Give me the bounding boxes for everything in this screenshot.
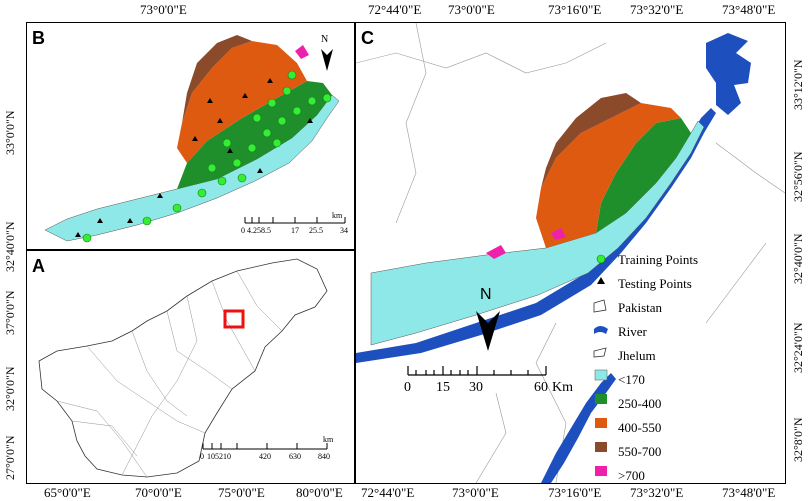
c-scale-tick-3: 60 [534, 380, 548, 395]
right-axis-c-1: 32°56'0"N [791, 151, 805, 202]
top-axis-c-3: 73°32'0"E [630, 2, 684, 17]
right-axis-c-3: 32°24'0"N [791, 322, 805, 373]
b-scale-tick-2: 8.5 [261, 226, 271, 235]
bottom-axis-a-3: 80°0'0"E [296, 485, 343, 500]
b-north-arrow [321, 49, 333, 71]
b-scale-tick-0: 0 [241, 226, 245, 235]
c-scale-tick-1: 15 [436, 380, 450, 395]
c-river-north [706, 33, 751, 115]
left-axis-a-1: 32°0'0"N [3, 366, 17, 411]
legend-pakistan: Pakistan [618, 300, 663, 315]
a-scale-unit: km [323, 435, 334, 444]
panel-a-label: A [32, 256, 45, 276]
c-north-arrow [476, 311, 500, 351]
c-peak-zone-2 [551, 228, 566, 240]
left-axis-a-2: 27°0'0"N [3, 435, 17, 480]
legend-class-400-550: 400-550 [618, 420, 662, 435]
panel-c-map [356, 23, 785, 483]
bottom-axis-c-0: 72°44'0"E [361, 485, 415, 500]
legend-jhelum: Jhelum [618, 348, 656, 363]
bottom-axis-a-1: 70°0'0"E [135, 485, 182, 500]
right-axis-c-4: 32°8'0"N [791, 417, 805, 462]
legend-class-250-400: 250-400 [618, 396, 662, 411]
a-scale-tick-3: 420 [259, 452, 271, 461]
a-scale-tick-0: 0 [200, 452, 204, 461]
legend-swatches [593, 254, 608, 476]
b-scale-bar [244, 217, 346, 224]
top-axis-c-2: 73°16'0"E [548, 2, 602, 17]
legend-training-points: Training Points [618, 252, 699, 267]
a-scale-tick-1: 105 [207, 452, 219, 461]
top-axis-c-1: 73°0'0"E [448, 2, 495, 17]
left-axis-b-0: 33°0'0"N [3, 110, 17, 155]
a-scale-tick-2: 210 [219, 452, 231, 461]
bottom-axis-c-3: 73°32'0"E [630, 485, 684, 500]
top-axis-b-0: 73°0'0"E [140, 2, 187, 17]
c-mid-zone [596, 118, 691, 233]
b-scale-tick-3: 17 [291, 226, 299, 235]
c-river-main [356, 108, 716, 363]
panel-a: A 0 105 210 420 630 840 km [26, 250, 355, 484]
b-ridge-zone [182, 35, 252, 123]
pakistan-outline [38, 258, 328, 478]
b-scale-tick-1: 4.25 [247, 226, 261, 235]
b-mid-zone [177, 81, 332, 189]
bottom-axis-a-2: 75°0'0"E [218, 485, 265, 500]
c-low-zone [370, 120, 705, 346]
c-ridge-zone [541, 93, 641, 188]
c-north-label: N [480, 286, 492, 303]
bottom-axis-c-1: 73°0'0"E [452, 485, 499, 500]
left-axis-a-0: 37°0'0"N [3, 290, 17, 335]
panel-b: B [26, 22, 355, 250]
district-lines [56, 270, 283, 478]
b-testing-points [75, 78, 313, 237]
legend-class-gt700: >700 [618, 468, 645, 483]
a-scale-tick-4: 630 [289, 452, 301, 461]
b-peak-zone [295, 45, 309, 59]
legend-class-550-700: 550-700 [618, 444, 662, 459]
bottom-axis-c-4: 73°48'0"E [722, 485, 776, 500]
c-scale-unit: Km [552, 380, 573, 395]
right-axis-c-0: 33°12'0"N [791, 59, 805, 110]
panel-c: C [355, 22, 786, 484]
legend-testing-points: Testing Points [618, 276, 692, 291]
b-scale-tick-5: 34 [340, 226, 348, 235]
study-area-marker [223, 309, 245, 329]
top-axis-c-0: 72°44'0"E [368, 2, 422, 17]
b-north-label: N [321, 34, 329, 45]
panel-b-map [44, 35, 346, 243]
panel-a-map [38, 258, 328, 478]
b-scale-tick-4: 25.5 [309, 226, 323, 235]
b-high-zone [177, 41, 307, 163]
a-scale-bar [202, 443, 328, 450]
bottom-axis-c-2: 73°16'0"E [548, 485, 602, 500]
right-axis-c-2: 32°40'0"N [791, 233, 805, 284]
top-axis-c-4: 73°48'0"E [722, 2, 776, 17]
legend-river: River [618, 324, 647, 339]
c-scale-bar [407, 366, 547, 376]
a-scale-tick-5: 840 [318, 452, 330, 461]
panel-c-label: C [361, 28, 374, 48]
b-scale-unit: km [332, 211, 343, 220]
c-scale-tick-2: 30 [469, 380, 483, 395]
b-training-points [82, 70, 332, 243]
c-peak-zone [486, 245, 506, 259]
legend-class-lt170: <170 [618, 372, 645, 387]
bottom-axis-a-0: 65°0'0"E [44, 485, 91, 500]
c-scale-tick-0: 0 [404, 380, 411, 395]
left-axis-b-1: 32°40'0"N [3, 221, 17, 272]
panel-b-label: B [32, 28, 45, 48]
c-high-zone [536, 103, 681, 248]
